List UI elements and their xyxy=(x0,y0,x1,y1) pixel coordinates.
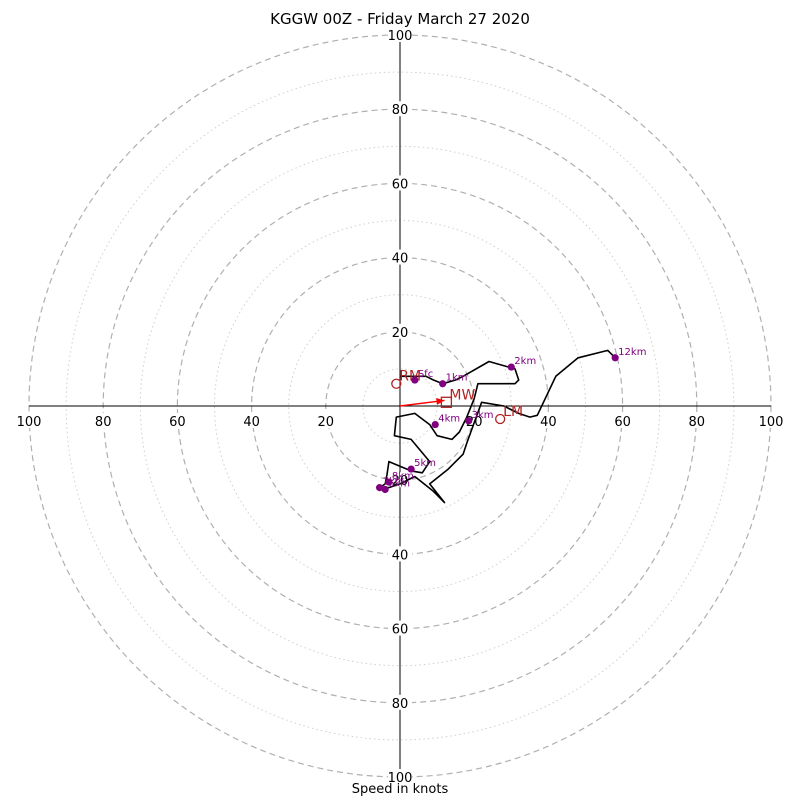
height-marker-6km xyxy=(381,485,389,494)
tick-label: 60 xyxy=(392,177,409,192)
tick-label: 100 xyxy=(388,771,413,786)
tick-label: 40 xyxy=(392,548,409,563)
height-marker-sfc xyxy=(411,376,419,384)
height-label-3km: 3km xyxy=(472,410,494,421)
tick-label-bg xyxy=(536,413,561,428)
height-label-8km: 8km xyxy=(392,471,414,482)
tick-label-bg xyxy=(91,413,116,428)
tick-label: 60 xyxy=(614,415,631,430)
tick-label: 40 xyxy=(540,415,557,430)
tick-label: 100 xyxy=(17,415,42,430)
tick-label-bg xyxy=(388,472,412,488)
storm-motion-label-mw: MW xyxy=(449,387,475,403)
height-label-4km: 4km xyxy=(438,414,460,425)
tick-label: 60 xyxy=(392,623,409,638)
height-marker-1km xyxy=(439,380,447,388)
height-label-12km: 12km xyxy=(618,347,646,358)
tick-label-bg xyxy=(610,413,635,428)
height-marker-3km xyxy=(465,417,473,425)
chart-title: KGGW 00Z - Friday March 27 2020 xyxy=(270,10,530,28)
tick-label-bg xyxy=(388,620,412,636)
tick-label-bg xyxy=(165,413,190,428)
tick-label: 80 xyxy=(95,415,112,430)
height-marker-7km xyxy=(375,484,384,492)
tick-label-bg xyxy=(239,413,264,428)
tick-label-bg xyxy=(684,413,709,428)
tick-label-bg xyxy=(388,249,412,265)
tick-label: 100 xyxy=(759,415,784,430)
tick-label-bg xyxy=(388,769,412,784)
tick-label: 80 xyxy=(392,697,409,712)
tick-label-bg xyxy=(388,101,412,117)
height-marker-8km xyxy=(385,478,393,486)
tick-label-bg xyxy=(313,413,338,428)
tick-label: 80 xyxy=(689,415,706,430)
height-label-1km: 1km xyxy=(446,373,468,384)
height-label-6km: 6km xyxy=(388,478,410,489)
tick-label-bg xyxy=(388,175,412,191)
height-label-7km: 7km xyxy=(383,477,405,488)
tick-label-bg xyxy=(759,413,783,428)
hodograph-trace xyxy=(378,349,616,504)
tick-label: 20 xyxy=(392,326,409,341)
shear-arrow-head xyxy=(436,397,445,405)
tick-label-bg xyxy=(388,27,412,42)
height-label-2km: 2km xyxy=(514,356,536,367)
tick-label-bg xyxy=(388,546,412,562)
tick-label: 40 xyxy=(243,415,260,430)
tick-label: 20 xyxy=(318,415,335,430)
height-marker-2km xyxy=(507,363,515,371)
tick-label-bg xyxy=(388,323,412,339)
x-axis-label: Speed in knots xyxy=(351,782,449,797)
tick-label-bg xyxy=(388,694,412,710)
tick-label: 40 xyxy=(392,252,409,267)
height-marker-12km xyxy=(611,354,619,362)
tick-label: 80 xyxy=(392,103,409,118)
height-marker-4km xyxy=(431,420,439,429)
tick-label: 60 xyxy=(169,415,186,430)
storm-motion-marker-mw xyxy=(440,396,453,408)
height-marker-5km xyxy=(407,465,415,473)
storm-motion-label-lm: LM xyxy=(503,404,523,420)
tick-label-bg xyxy=(17,413,41,428)
height-label-sfc: Sfc xyxy=(418,369,433,380)
storm-motion-marker-rm xyxy=(391,378,402,389)
storm-motion-marker-lm xyxy=(495,413,506,425)
tick-label: 100 xyxy=(388,29,413,44)
height-label-5km: 5km xyxy=(414,458,436,469)
